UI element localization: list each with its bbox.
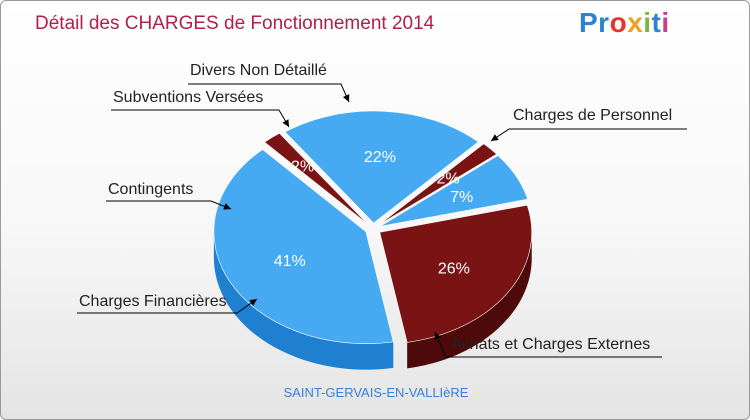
pie-category-label: Divers Non Détaillé xyxy=(190,62,327,79)
pie-leader-lines xyxy=(77,83,687,358)
logo-part: o xyxy=(609,7,628,38)
leader-arrowhead xyxy=(223,203,231,210)
pie-category-label: Charges de Personnel xyxy=(513,107,672,124)
pie-slice xyxy=(378,143,498,226)
pie-slice-side xyxy=(407,232,532,369)
proxiti-logo: Proxiti xyxy=(579,7,670,39)
leader-arrowhead xyxy=(342,94,350,102)
pie-sides xyxy=(213,231,532,370)
pie-slice xyxy=(213,149,394,344)
pie-slice xyxy=(379,155,529,227)
pie-category-label: Achats et Charges Externes xyxy=(451,336,650,353)
pie-category-label: Subventions Versées xyxy=(113,89,263,106)
logo-part: i xyxy=(661,7,670,38)
chart-title: Détail des CHARGES de Fonctionnement 201… xyxy=(35,13,435,34)
leader-arrowhead xyxy=(282,119,289,127)
pie-percent-label: 2% xyxy=(291,158,314,175)
pie-category-label: Charges Financières xyxy=(79,293,227,310)
pie-percent-label: 26% xyxy=(438,260,470,277)
leader-line xyxy=(77,298,258,314)
pie-percent-label: 2% xyxy=(436,171,459,188)
leader-arrowhead xyxy=(434,332,442,340)
logo-part: t xyxy=(651,7,662,38)
pie-percent-labels: 26%41%2%22%2%7% xyxy=(274,149,474,277)
logo-part: i xyxy=(643,7,652,38)
pie-slice-side xyxy=(213,231,394,370)
leader-line xyxy=(106,200,232,210)
pie-category-label: Contingents xyxy=(108,181,193,198)
pie-slice xyxy=(379,204,533,343)
pie-percent-label: 7% xyxy=(450,189,473,206)
pie-category-labels: Charges de Personnel Achats et Charges Ex… xyxy=(79,62,672,353)
pie-percent-label: 41% xyxy=(274,253,306,270)
commune-name: SAINT-GERVAIS-EN-VALLIèRE xyxy=(283,385,469,400)
logo-part: x xyxy=(627,7,644,38)
leader-line xyxy=(490,128,687,142)
leader-line xyxy=(434,331,662,358)
pie-slice xyxy=(264,132,369,225)
pie-percent-label: 22% xyxy=(364,149,396,166)
leader-arrowhead xyxy=(491,134,499,141)
leader-line xyxy=(111,109,290,128)
pie-slice xyxy=(284,110,479,224)
logo-part: Pr xyxy=(579,7,610,38)
pie-tops xyxy=(213,110,533,344)
leader-arrowhead xyxy=(249,299,257,306)
